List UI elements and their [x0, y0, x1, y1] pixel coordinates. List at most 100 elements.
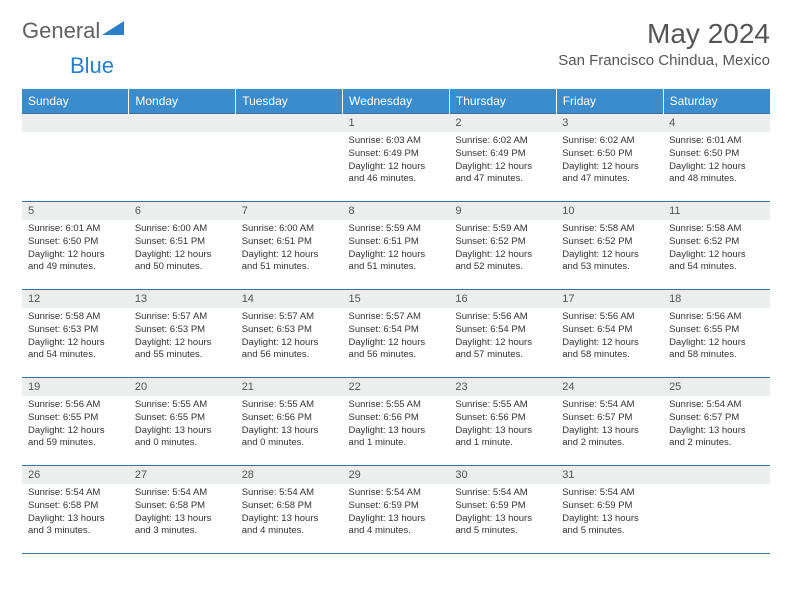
- day-content: Sunrise: 6:02 AMSunset: 6:50 PMDaylight:…: [556, 132, 663, 188]
- sunrise-line: Sunrise: 6:02 AM: [562, 135, 657, 148]
- sunrise-line: Sunrise: 5:55 AM: [135, 399, 230, 412]
- calendar-day-cell: 5Sunrise: 6:01 AMSunset: 6:50 PMDaylight…: [22, 202, 129, 290]
- day-number: 27: [129, 466, 236, 484]
- day-content: Sunrise: 5:56 AMSunset: 6:54 PMDaylight:…: [556, 308, 663, 364]
- sunrise-line: Sunrise: 5:54 AM: [562, 487, 657, 500]
- sunrise-line: Sunrise: 5:59 AM: [455, 223, 550, 236]
- day-number: [663, 466, 770, 484]
- calendar-day-cell: 9Sunrise: 5:59 AMSunset: 6:52 PMDaylight…: [449, 202, 556, 290]
- calendar-day-cell: 8Sunrise: 5:59 AMSunset: 6:51 PMDaylight…: [343, 202, 450, 290]
- sunrise-line: Sunrise: 5:58 AM: [669, 223, 764, 236]
- day-content: Sunrise: 5:58 AMSunset: 6:53 PMDaylight:…: [22, 308, 129, 364]
- day-content: Sunrise: 5:59 AMSunset: 6:51 PMDaylight:…: [343, 220, 450, 276]
- day-content: Sunrise: 5:54 AMSunset: 6:59 PMDaylight:…: [449, 484, 556, 540]
- sunrise-line: Sunrise: 6:01 AM: [669, 135, 764, 148]
- day-content: Sunrise: 6:00 AMSunset: 6:51 PMDaylight:…: [236, 220, 343, 276]
- daylight-line: Daylight: 12 hours and 56 minutes.: [349, 337, 444, 363]
- day-content: Sunrise: 5:54 AMSunset: 6:58 PMDaylight:…: [236, 484, 343, 540]
- sunrise-line: Sunrise: 5:54 AM: [349, 487, 444, 500]
- weekday-header: Thursday: [449, 89, 556, 114]
- daylight-line: Daylight: 13 hours and 0 minutes.: [135, 425, 230, 451]
- daylight-line: Daylight: 12 hours and 48 minutes.: [669, 161, 764, 187]
- sunset-line: Sunset: 6:55 PM: [669, 324, 764, 337]
- day-content: Sunrise: 5:59 AMSunset: 6:52 PMDaylight:…: [449, 220, 556, 276]
- sunset-line: Sunset: 6:53 PM: [242, 324, 337, 337]
- calendar-day-cell: [22, 114, 129, 202]
- day-number: 4: [663, 114, 770, 132]
- calendar-day-cell: 12Sunrise: 5:58 AMSunset: 6:53 PMDayligh…: [22, 290, 129, 378]
- daylight-line: Daylight: 12 hours and 56 minutes.: [242, 337, 337, 363]
- calendar-week-row: 12Sunrise: 5:58 AMSunset: 6:53 PMDayligh…: [22, 290, 770, 378]
- sunset-line: Sunset: 6:57 PM: [669, 412, 764, 425]
- calendar-day-cell: 19Sunrise: 5:56 AMSunset: 6:55 PMDayligh…: [22, 378, 129, 466]
- sunrise-line: Sunrise: 5:57 AM: [135, 311, 230, 324]
- day-content: Sunrise: 5:56 AMSunset: 6:54 PMDaylight:…: [449, 308, 556, 364]
- sunset-line: Sunset: 6:51 PM: [135, 236, 230, 249]
- day-number: 2: [449, 114, 556, 132]
- daylight-line: Daylight: 12 hours and 51 minutes.: [349, 249, 444, 275]
- sunrise-line: Sunrise: 5:54 AM: [242, 487, 337, 500]
- calendar-day-cell: 26Sunrise: 5:54 AMSunset: 6:58 PMDayligh…: [22, 466, 129, 554]
- calendar-day-cell: 21Sunrise: 5:55 AMSunset: 6:56 PMDayligh…: [236, 378, 343, 466]
- sunrise-line: Sunrise: 5:58 AM: [28, 311, 123, 324]
- weekday-header: Friday: [556, 89, 663, 114]
- day-content: Sunrise: 5:54 AMSunset: 6:58 PMDaylight:…: [129, 484, 236, 540]
- calendar-table: SundayMondayTuesdayWednesdayThursdayFrid…: [22, 89, 770, 554]
- weekday-header: Wednesday: [343, 89, 450, 114]
- calendar-day-cell: 20Sunrise: 5:55 AMSunset: 6:55 PMDayligh…: [129, 378, 236, 466]
- sunset-line: Sunset: 6:58 PM: [28, 500, 123, 513]
- day-number: 12: [22, 290, 129, 308]
- weekday-header: Tuesday: [236, 89, 343, 114]
- daylight-line: Daylight: 13 hours and 0 minutes.: [242, 425, 337, 451]
- calendar-day-cell: [663, 466, 770, 554]
- day-content: Sunrise: 5:54 AMSunset: 6:59 PMDaylight:…: [556, 484, 663, 540]
- daylight-line: Daylight: 13 hours and 4 minutes.: [349, 513, 444, 539]
- daylight-line: Daylight: 12 hours and 55 minutes.: [135, 337, 230, 363]
- day-number: [129, 114, 236, 132]
- calendar-day-cell: [236, 114, 343, 202]
- sunset-line: Sunset: 6:56 PM: [455, 412, 550, 425]
- daylight-line: Daylight: 13 hours and 3 minutes.: [28, 513, 123, 539]
- sunrise-line: Sunrise: 6:00 AM: [135, 223, 230, 236]
- month-title: May 2024: [558, 18, 770, 50]
- calendar-day-cell: 1Sunrise: 6:03 AMSunset: 6:49 PMDaylight…: [343, 114, 450, 202]
- day-number: 30: [449, 466, 556, 484]
- sunrise-line: Sunrise: 6:00 AM: [242, 223, 337, 236]
- sunset-line: Sunset: 6:55 PM: [28, 412, 123, 425]
- calendar-week-row: 19Sunrise: 5:56 AMSunset: 6:55 PMDayligh…: [22, 378, 770, 466]
- calendar-day-cell: 11Sunrise: 5:58 AMSunset: 6:52 PMDayligh…: [663, 202, 770, 290]
- sunrise-line: Sunrise: 5:56 AM: [669, 311, 764, 324]
- day-content: Sunrise: 5:57 AMSunset: 6:53 PMDaylight:…: [129, 308, 236, 364]
- day-number: 23: [449, 378, 556, 396]
- day-number: 14: [236, 290, 343, 308]
- day-number: 29: [343, 466, 450, 484]
- sunset-line: Sunset: 6:56 PM: [242, 412, 337, 425]
- day-number: [236, 114, 343, 132]
- day-number: 21: [236, 378, 343, 396]
- day-number: 25: [663, 378, 770, 396]
- daylight-line: Daylight: 12 hours and 57 minutes.: [455, 337, 550, 363]
- sunset-line: Sunset: 6:53 PM: [28, 324, 123, 337]
- daylight-line: Daylight: 12 hours and 51 minutes.: [242, 249, 337, 275]
- calendar-day-cell: 15Sunrise: 5:57 AMSunset: 6:54 PMDayligh…: [343, 290, 450, 378]
- daylight-line: Daylight: 12 hours and 50 minutes.: [135, 249, 230, 275]
- sunrise-line: Sunrise: 5:54 AM: [28, 487, 123, 500]
- day-number: 7: [236, 202, 343, 220]
- sunrise-line: Sunrise: 6:03 AM: [349, 135, 444, 148]
- sunrise-line: Sunrise: 5:59 AM: [349, 223, 444, 236]
- daylight-line: Daylight: 12 hours and 52 minutes.: [455, 249, 550, 275]
- day-number: 5: [22, 202, 129, 220]
- calendar-day-cell: 7Sunrise: 6:00 AMSunset: 6:51 PMDaylight…: [236, 202, 343, 290]
- day-number: 11: [663, 202, 770, 220]
- day-content: Sunrise: 5:54 AMSunset: 6:57 PMDaylight:…: [556, 396, 663, 452]
- calendar-day-cell: 29Sunrise: 5:54 AMSunset: 6:59 PMDayligh…: [343, 466, 450, 554]
- day-number: 16: [449, 290, 556, 308]
- calendar-day-cell: [129, 114, 236, 202]
- sunset-line: Sunset: 6:52 PM: [562, 236, 657, 249]
- sunrise-line: Sunrise: 6:02 AM: [455, 135, 550, 148]
- daylight-line: Daylight: 12 hours and 59 minutes.: [28, 425, 123, 451]
- day-number: 24: [556, 378, 663, 396]
- day-number: 31: [556, 466, 663, 484]
- daylight-line: Daylight: 12 hours and 54 minutes.: [28, 337, 123, 363]
- calendar-day-cell: 27Sunrise: 5:54 AMSunset: 6:58 PMDayligh…: [129, 466, 236, 554]
